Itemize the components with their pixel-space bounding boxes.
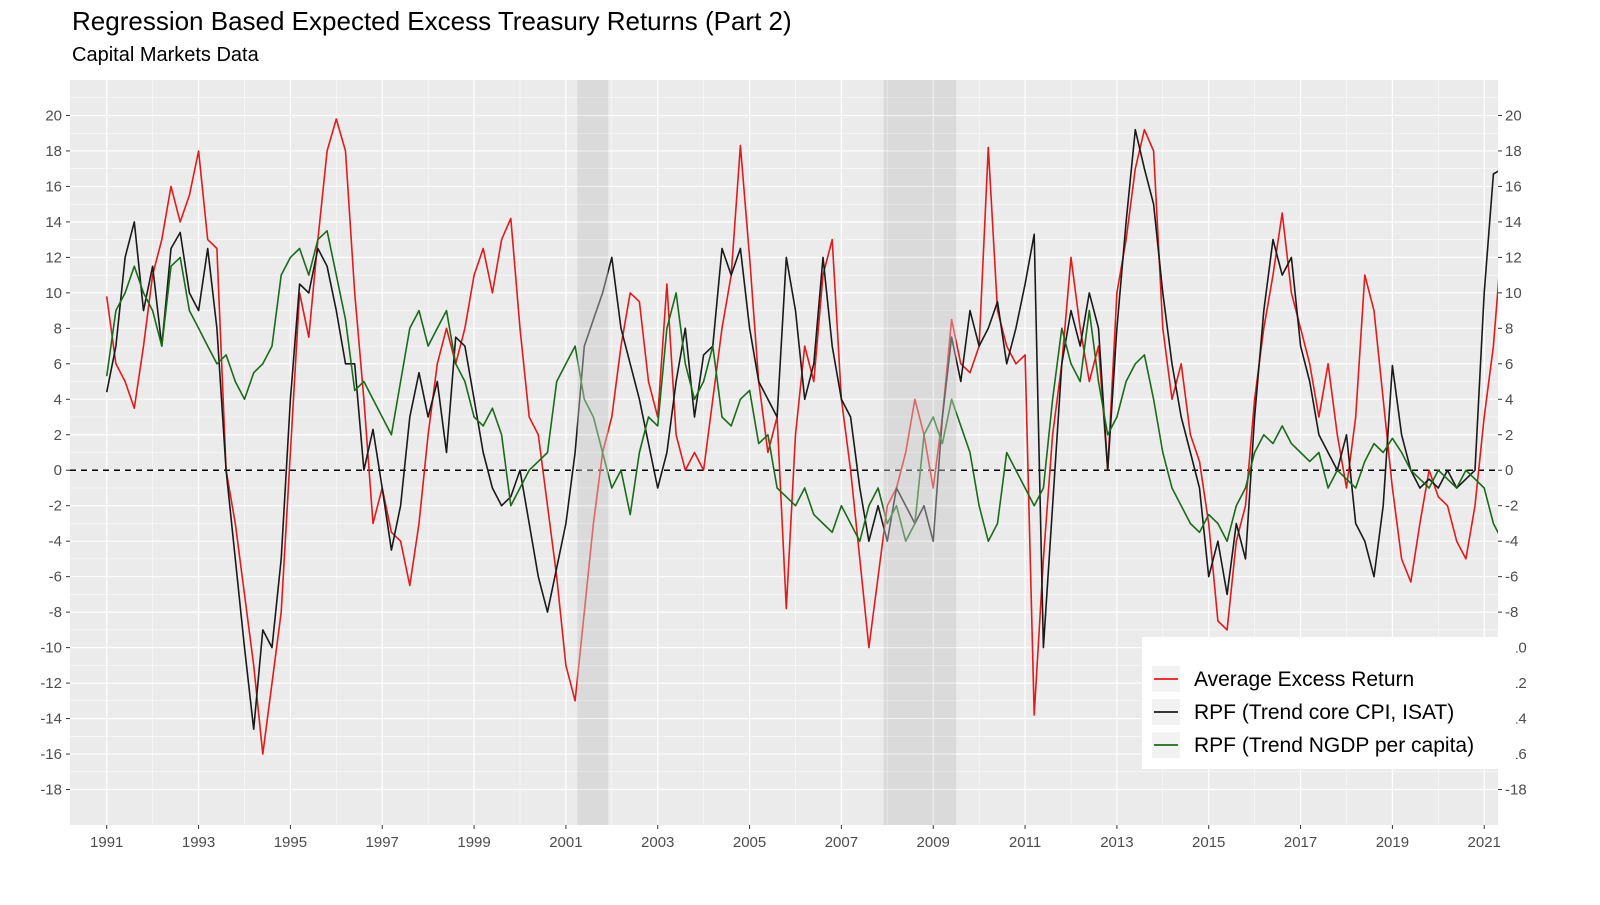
y-tick-label-left: 4: [54, 391, 62, 408]
x-tick-label: 1999: [457, 834, 490, 851]
shaded-period-overlay: [577, 80, 957, 825]
x-tick-label: 2005: [733, 834, 766, 851]
y-tick-label-left: 6: [54, 356, 62, 373]
y-tick-label-right: -2: [1505, 498, 1518, 515]
y-tick-label-right: 0: [1505, 462, 1513, 479]
legend-label-1: Average Excess Return: [1194, 668, 1414, 691]
series-lines: [105, 118, 1498, 755]
y-tick-label-left: -18: [40, 782, 62, 799]
y-tick-label-left: -2: [49, 498, 62, 515]
y-tick-label-right: 10: [1505, 285, 1522, 302]
y-tick-label-right: -18: [1505, 782, 1527, 799]
x-tick-label: 1993: [182, 834, 215, 851]
x-tick-label: 2017: [1284, 834, 1317, 851]
y-tick-label-right: 8: [1505, 320, 1513, 337]
y-tick-label-left: -10: [40, 640, 62, 657]
y-tick-label-left: 12: [45, 249, 62, 266]
y-tick-label-right: 20: [1505, 107, 1522, 124]
legend-box: [1142, 637, 1516, 769]
x-tick-label: 2003: [641, 834, 674, 851]
y-tick-label-left: 20: [45, 107, 62, 124]
x-tick-label: 1995: [274, 834, 307, 851]
y-tick-label-right: -8: [1505, 604, 1518, 621]
x-tick-label: 2013: [1100, 834, 1133, 851]
y-tick-label-right: -6: [1505, 569, 1518, 586]
y-tick-label-left: 8: [54, 320, 62, 337]
x-tick-label: 2015: [1192, 834, 1225, 851]
y-tick-label-left: 2: [54, 427, 62, 444]
y-tick-label-left: 10: [45, 285, 62, 302]
y-tick-label-right: 6: [1505, 356, 1513, 373]
y-tick-label-left: 14: [45, 214, 62, 231]
chart-subtitle: Capital Markets Data: [72, 44, 259, 66]
y-tick-label-left: -4: [49, 533, 62, 550]
axes: -18-18-16-16-14-14-12-12-10-10-8-8-6-6-4…: [40, 107, 1526, 851]
x-tick-label: 2007: [825, 834, 858, 851]
x-tick-label: 1991: [90, 834, 123, 851]
y-tick-label-left: -14: [40, 711, 62, 728]
y-tick-label-left: -8: [49, 604, 62, 621]
x-tick-label: 1997: [366, 834, 399, 851]
y-tick-label-left: -6: [49, 569, 62, 586]
y-tick-label-right: 2: [1505, 427, 1513, 444]
legend-label-2: RPF (Trend core CPI, ISAT): [1194, 701, 1454, 724]
legend-label-3: RPF (Trend NGDP per capita): [1194, 734, 1474, 757]
y-tick-label-left: -16: [40, 746, 62, 763]
x-tick-label: 2019: [1376, 834, 1409, 851]
y-tick-label-right: 16: [1505, 178, 1522, 195]
y-tick-label-right: 4: [1505, 391, 1513, 408]
shaded-overlay-1: [577, 80, 609, 825]
y-tick-label-right: 12: [1505, 249, 1522, 266]
y-tick-label-left: 18: [45, 143, 62, 160]
legend: Average Excess Return RPF (Trend core CPI…: [1142, 637, 1516, 769]
x-tick-label: 2009: [917, 834, 950, 851]
gridlines: [70, 80, 1531, 825]
y-tick-label-left: 16: [45, 178, 62, 195]
x-tick-label: 2021: [1468, 834, 1501, 851]
y-tick-label-right: 14: [1505, 214, 1522, 231]
chart-title: Regression Based Expected Excess Treasur…: [72, 6, 792, 36]
series-line-1: [105, 118, 1498, 755]
x-tick-label: 2001: [549, 834, 582, 851]
x-tick-label: 2011: [1009, 834, 1041, 851]
shaded-overlay-2: [883, 80, 957, 825]
y-tick-label-left: -12: [40, 675, 62, 692]
y-tick-label-left: 0: [54, 462, 62, 479]
series-line-3: [105, 230, 1498, 542]
y-tick-label-right: -4: [1505, 533, 1518, 550]
y-tick-label-right: 18: [1505, 143, 1522, 160]
